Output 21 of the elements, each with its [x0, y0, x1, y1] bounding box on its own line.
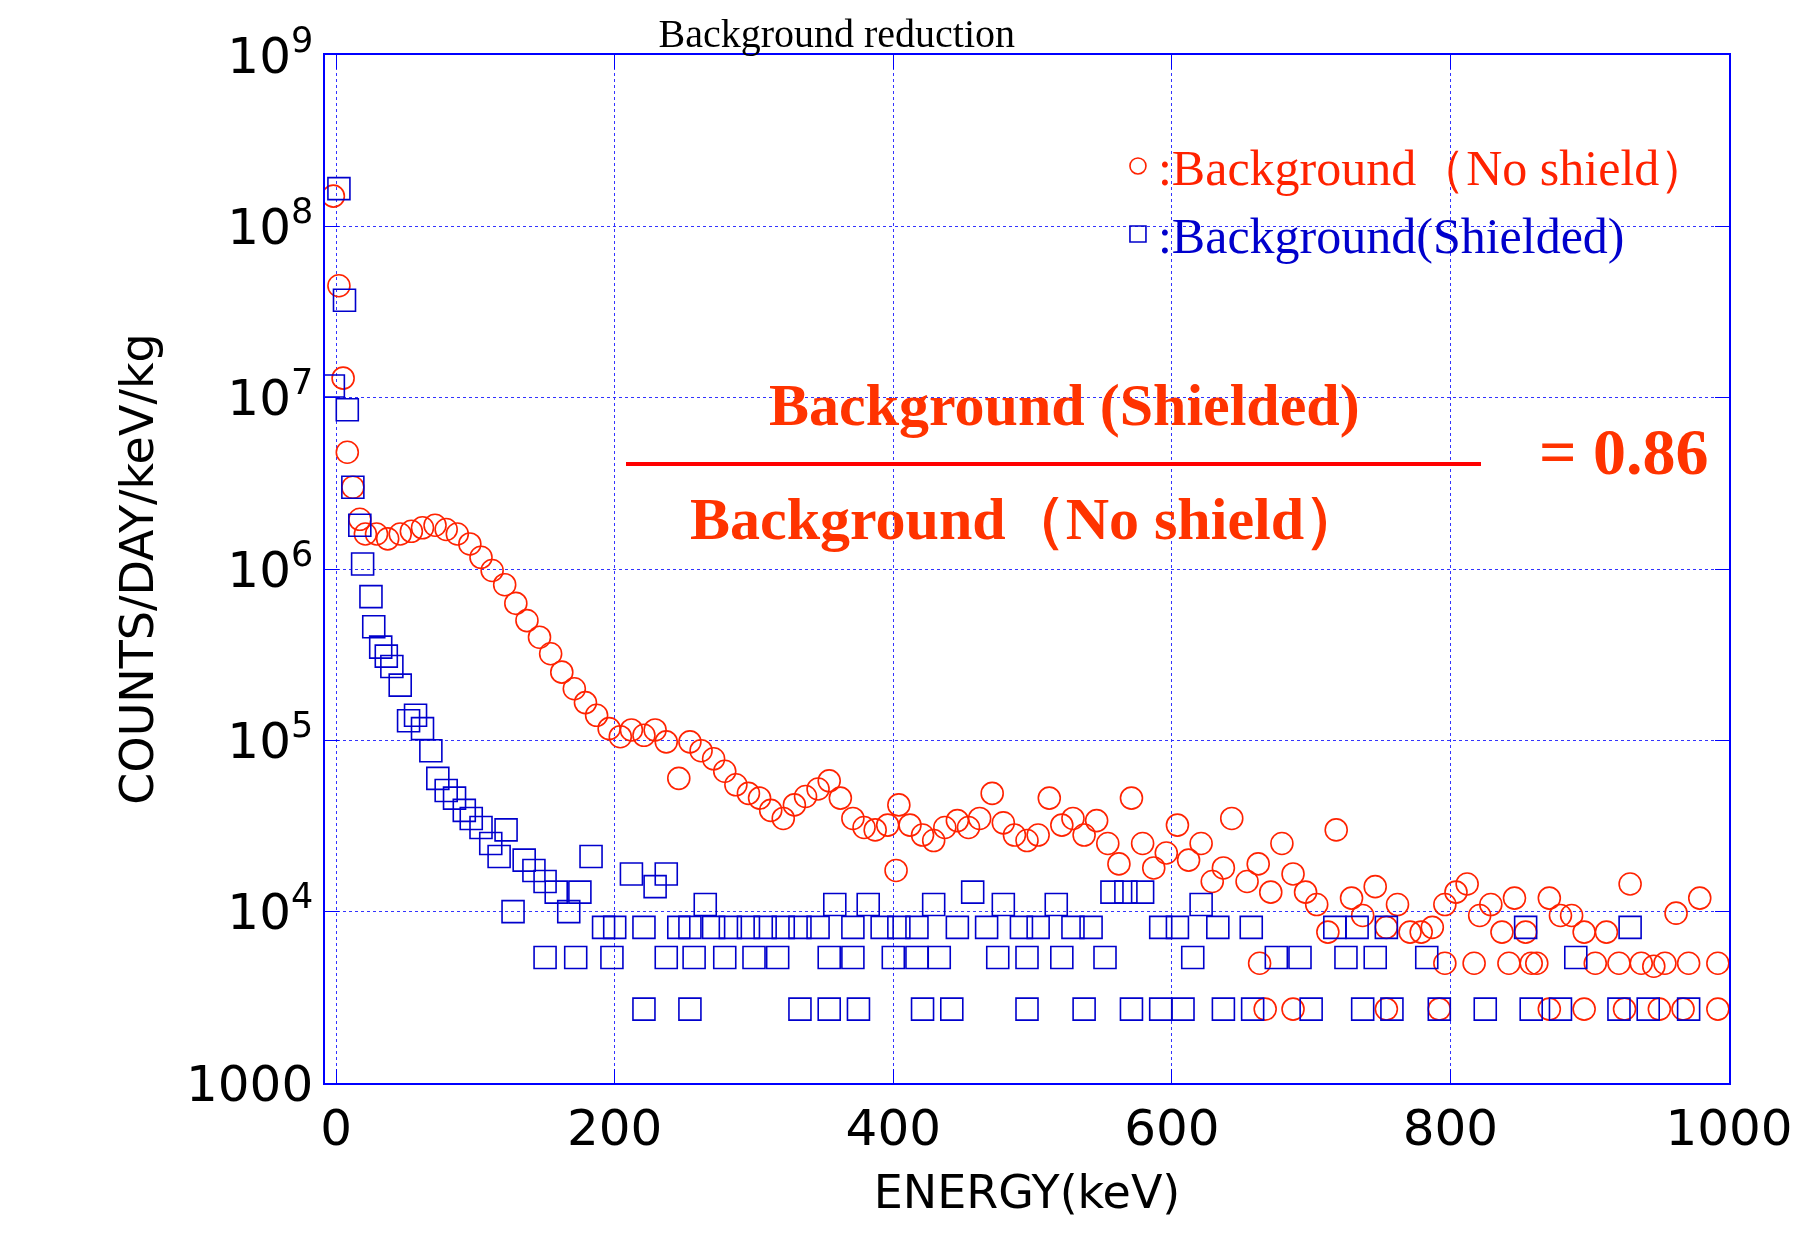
x-tick-label: 200: [566, 1098, 663, 1157]
y-tick-label: 1000: [186, 1054, 314, 1113]
x-tick-label: 1000: [1665, 1098, 1793, 1157]
legend-label: :Background(Shielded): [1157, 208, 1625, 265]
annotation: = 0.86: [1539, 415, 1709, 488]
y-tick-label: 10$^{9}$: [227, 19, 314, 85]
x-tick-label: 0: [320, 1098, 353, 1157]
legend-label: :Background（No shield）: [1157, 140, 1710, 197]
y-tick-label: 10$^{6}$: [227, 533, 314, 599]
y-tick-label: 10$^{5}$: [227, 704, 314, 770]
x-axis-title: ENERGY(keV): [873, 1164, 1181, 1219]
annotation: Background（No shield）: [690, 486, 1365, 552]
y-tick-label: 10$^{8}$: [227, 190, 314, 256]
x-tick-label: 800: [1402, 1098, 1499, 1157]
y-tick-label: 10$^{7}$: [227, 362, 314, 428]
x-tick-label: 400: [845, 1098, 942, 1157]
y-axis-title: COUNTS/DAY/keV/kg: [109, 333, 164, 805]
x-tick-label: 600: [1124, 1098, 1220, 1157]
chart-title: Background reduction: [658, 10, 1016, 56]
annotation: Background (Shielded): [769, 372, 1360, 438]
y-tick-label: 10$^{4}$: [227, 876, 314, 942]
